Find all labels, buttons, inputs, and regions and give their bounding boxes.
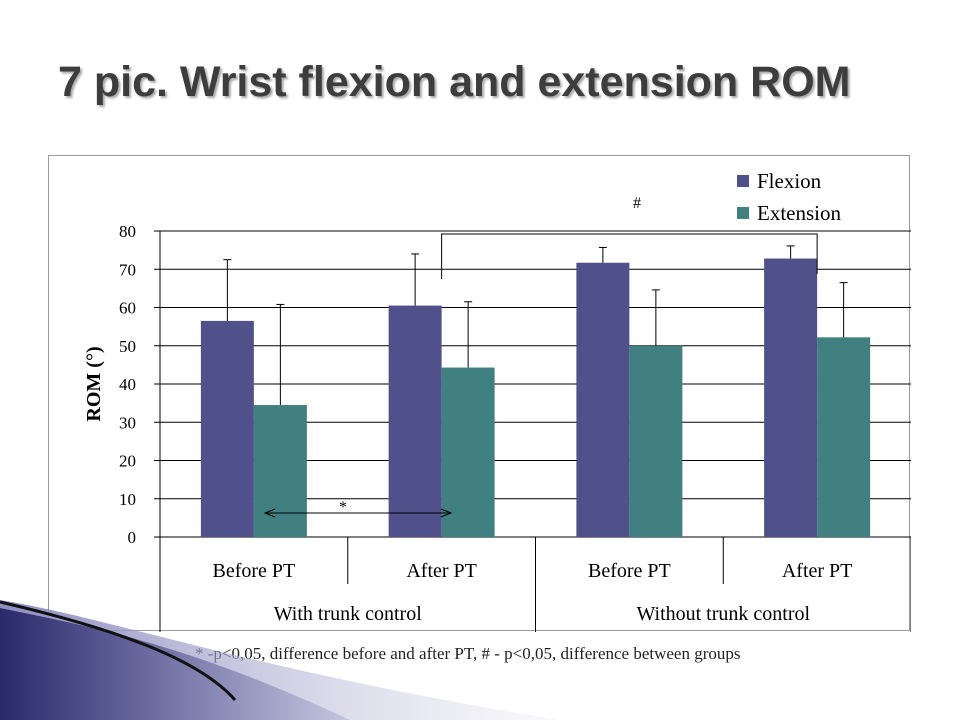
group-label: With trunk control — [274, 603, 423, 625]
y-tick-label: 60 — [119, 299, 136, 318]
bar-chart: 0 10 20 30 40 50 60 70 80 ROM (°) Before PT After P… — [83, 169, 911, 632]
x-tick-label: Before PT — [212, 560, 295, 582]
star-annotation: * — [339, 499, 347, 516]
y-tick-label: 80 — [119, 222, 136, 241]
y-tick-label: 70 — [119, 260, 136, 279]
footnote: * -p<0,05, difference before and after P… — [195, 644, 741, 663]
hash-annotation: # — [633, 195, 641, 212]
legend-label: Flexion — [757, 169, 822, 193]
arrow-head-right — [440, 508, 453, 518]
y-tick-label: 20 — [119, 452, 136, 471]
y-axis-label: ROM (°) — [83, 346, 105, 421]
y-tick-label: 0 — [128, 528, 137, 547]
chart-frame: 0 10 20 30 40 50 60 70 80 ROM (°) Before PT After P… — [48, 155, 911, 632]
bar-extension — [629, 345, 683, 537]
legend-swatch — [737, 207, 749, 219]
decorative-swoosh — [0, 600, 560, 720]
legend-swatch — [737, 175, 749, 187]
y-tick-label: 10 — [119, 490, 136, 509]
significance-bracket — [441, 233, 818, 279]
bar-extension — [253, 405, 307, 537]
x-tick-label: After PT — [782, 560, 853, 582]
y-tick-label: 30 — [119, 413, 136, 432]
legend-label: Extension — [757, 201, 841, 225]
slide-title: 7 pic. Wrist flexion and extension ROM — [58, 58, 851, 106]
bar-flexion — [576, 262, 630, 537]
x-tick-label: After PT — [406, 560, 477, 582]
bar-extension — [441, 367, 495, 537]
bar-flexion — [200, 320, 254, 537]
y-tick-label: 40 — [119, 375, 136, 394]
bar-extension — [817, 337, 871, 537]
bar-flexion — [388, 305, 442, 537]
x-tick-label: Before PT — [588, 560, 671, 582]
y-tick-label: 50 — [119, 337, 136, 356]
group-label: Without trunk control — [636, 603, 810, 625]
arrow-head-left — [263, 508, 276, 518]
bar-flexion — [764, 258, 818, 537]
